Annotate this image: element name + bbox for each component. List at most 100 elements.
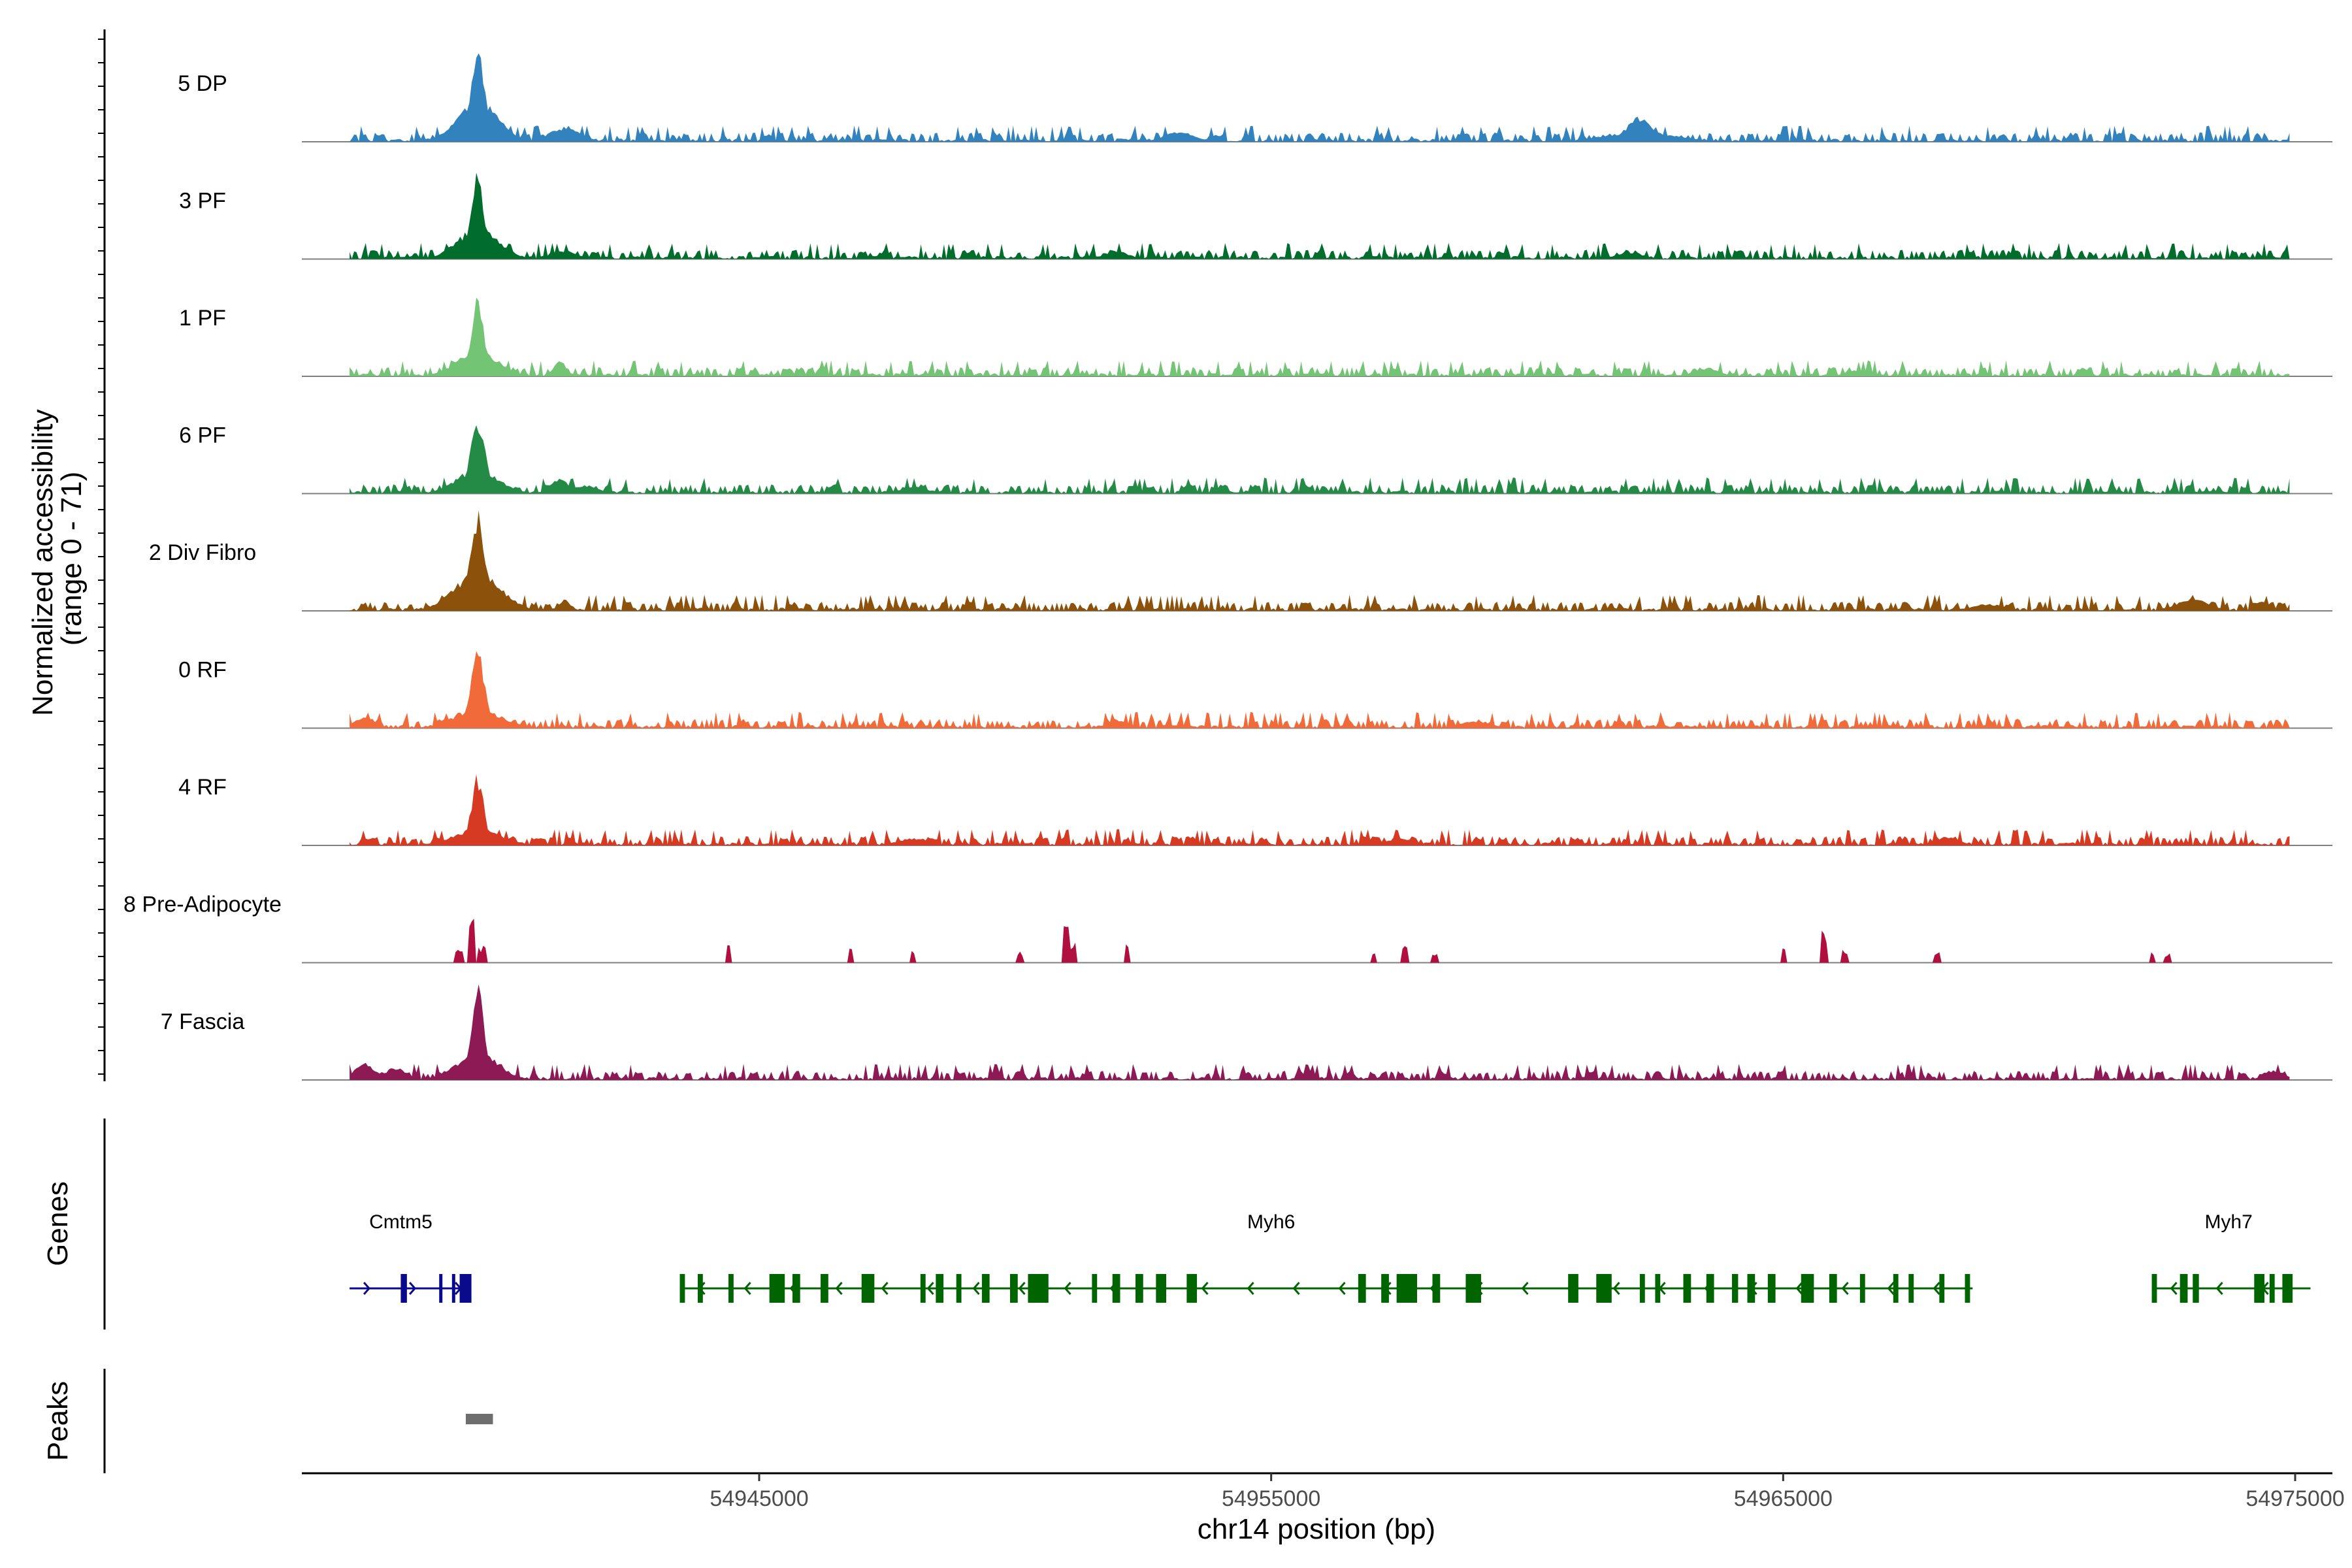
coverage-area: [350, 425, 2290, 494]
coverage-area: [350, 651, 2290, 728]
gene-exon: [1731, 1274, 1739, 1303]
track-4-rf: [302, 774, 2332, 846]
y-axis-title-line-2: (range 0 - 71): [56, 472, 88, 646]
gene-exon: [769, 1274, 785, 1303]
coverage-area: [350, 297, 2290, 376]
strand-arrow: [1292, 1282, 1300, 1295]
gene-exon: [1358, 1274, 1366, 1303]
gene-exon: [2269, 1274, 2275, 1303]
strand-arrow: [972, 1282, 980, 1295]
track-label: 8 Pre-Adipocyte: [123, 892, 282, 917]
x-axis-tick-label: 54975000: [2246, 1486, 2344, 1511]
track-label: 1 PF: [179, 306, 226, 331]
gene-exon: [821, 1274, 828, 1303]
track-5-dp: [302, 53, 2332, 142]
gene-exon: [1186, 1274, 1198, 1303]
y-axis-title: Normalized accessibility (range 0 - 71): [27, 401, 88, 716]
gene-exon: [981, 1274, 990, 1303]
y-axis-title-line-1: Normalized accessibility: [27, 409, 59, 715]
gene-exon: [1655, 1274, 1661, 1303]
gene-exon: [439, 1274, 443, 1303]
strand-arrow: [363, 1282, 371, 1295]
gene-label: Myh6: [1247, 1211, 1295, 1233]
gene-exon: [2180, 1274, 2188, 1303]
peaks-panel-label: Peaks: [42, 1381, 74, 1461]
gene-exon: [1432, 1274, 1441, 1303]
gene-exon: [861, 1274, 875, 1303]
coverage-area: [350, 53, 2290, 142]
peak-regions: [465, 1414, 493, 1424]
gene-exon: [1908, 1274, 1914, 1303]
gene-exon: [792, 1274, 800, 1303]
gene-exon: [2151, 1274, 2157, 1303]
strand-arrow: [1064, 1282, 1071, 1295]
coverage-area: [350, 919, 2290, 963]
strand-arrow: [1887, 1282, 1895, 1295]
gene-models: Cmtm5 Myh6 Myh7: [350, 1211, 2311, 1303]
gene-exon: [1596, 1274, 1612, 1303]
gene-exon: [2193, 1274, 2199, 1303]
strand-arrow: [2170, 1282, 2178, 1295]
track-label: 3 PF: [179, 189, 226, 214]
track-label: 6 PF: [179, 423, 226, 448]
gene-exon: [679, 1274, 685, 1303]
track-3-pf: [302, 172, 2332, 260]
gene-label: Cmtm5: [369, 1211, 433, 1233]
gene-exon: [451, 1274, 455, 1303]
gene-exon: [1706, 1274, 1714, 1303]
track-1-pf: [302, 297, 2332, 377]
strand-arrow: [743, 1282, 751, 1295]
track-label: 2 Div Fibro: [149, 540, 256, 565]
strand-arrow: [1247, 1282, 1254, 1295]
gene-exon: [459, 1274, 472, 1303]
track-2-div-fibro: [302, 510, 2332, 612]
gene-exon: [1767, 1274, 1776, 1303]
track-8-pre-adipocyte: [302, 919, 2332, 964]
x-axis-ticks: 54945000 54955000 54965000 54975000: [710, 1473, 2345, 1511]
gene-exon: [2282, 1274, 2293, 1303]
x-axis-title: chr14 position (bp): [1198, 1513, 1435, 1545]
strand-arrow: [1521, 1282, 1529, 1295]
gene-exon: [2254, 1274, 2264, 1303]
strand-arrow: [1841, 1282, 1849, 1295]
track-label: 0 RF: [178, 658, 227, 683]
genes-panel-label: Genes: [42, 1181, 74, 1266]
track-label: 4 RF: [178, 775, 227, 800]
x-axis-tick-label: 54965000: [1734, 1486, 1833, 1511]
gene-cmtm5: Cmtm5: [350, 1211, 472, 1303]
gene-exon: [1683, 1274, 1691, 1303]
coverage-area: [350, 774, 2290, 845]
gene-myh7: Myh7: [2151, 1211, 2311, 1303]
gene-exon: [1639, 1274, 1645, 1303]
x-axis-tick-label: 54955000: [1222, 1486, 1320, 1511]
strand-arrow: [1201, 1282, 1209, 1295]
gene-exon: [1829, 1274, 1837, 1303]
gene-exon: [1135, 1274, 1143, 1303]
strand-arrow: [835, 1282, 843, 1295]
gene-exon: [1092, 1274, 1098, 1303]
gene-exon: [1396, 1274, 1418, 1303]
peak-region: [465, 1414, 493, 1424]
strand-arrow: [1933, 1282, 1940, 1295]
strand-arrow: [2215, 1282, 2223, 1295]
strand-arrow: [1612, 1282, 1620, 1295]
x-axis-tick-label: 54945000: [710, 1486, 808, 1511]
strand-arrow: [926, 1282, 934, 1295]
gene-exon: [1028, 1274, 1049, 1303]
track-label: 7 Fascia: [161, 1009, 245, 1034]
gene-exon: [1859, 1274, 1865, 1303]
gene-exon: [1801, 1274, 1814, 1303]
track-label: 5 DP: [178, 71, 227, 96]
strand-arrow: [1338, 1282, 1346, 1295]
gene-exon: [1965, 1274, 1970, 1303]
strand-arrow: [881, 1282, 889, 1295]
coverage-tracks: [302, 53, 2332, 1081]
strand-arrow: [1018, 1282, 1026, 1295]
gene-exon: [400, 1274, 407, 1303]
gene-exon: [1893, 1274, 1899, 1303]
gene-exon: [1112, 1274, 1120, 1303]
track-6-pf: [302, 425, 2332, 495]
gene-exon: [728, 1274, 734, 1303]
gene-exon: [697, 1274, 703, 1303]
